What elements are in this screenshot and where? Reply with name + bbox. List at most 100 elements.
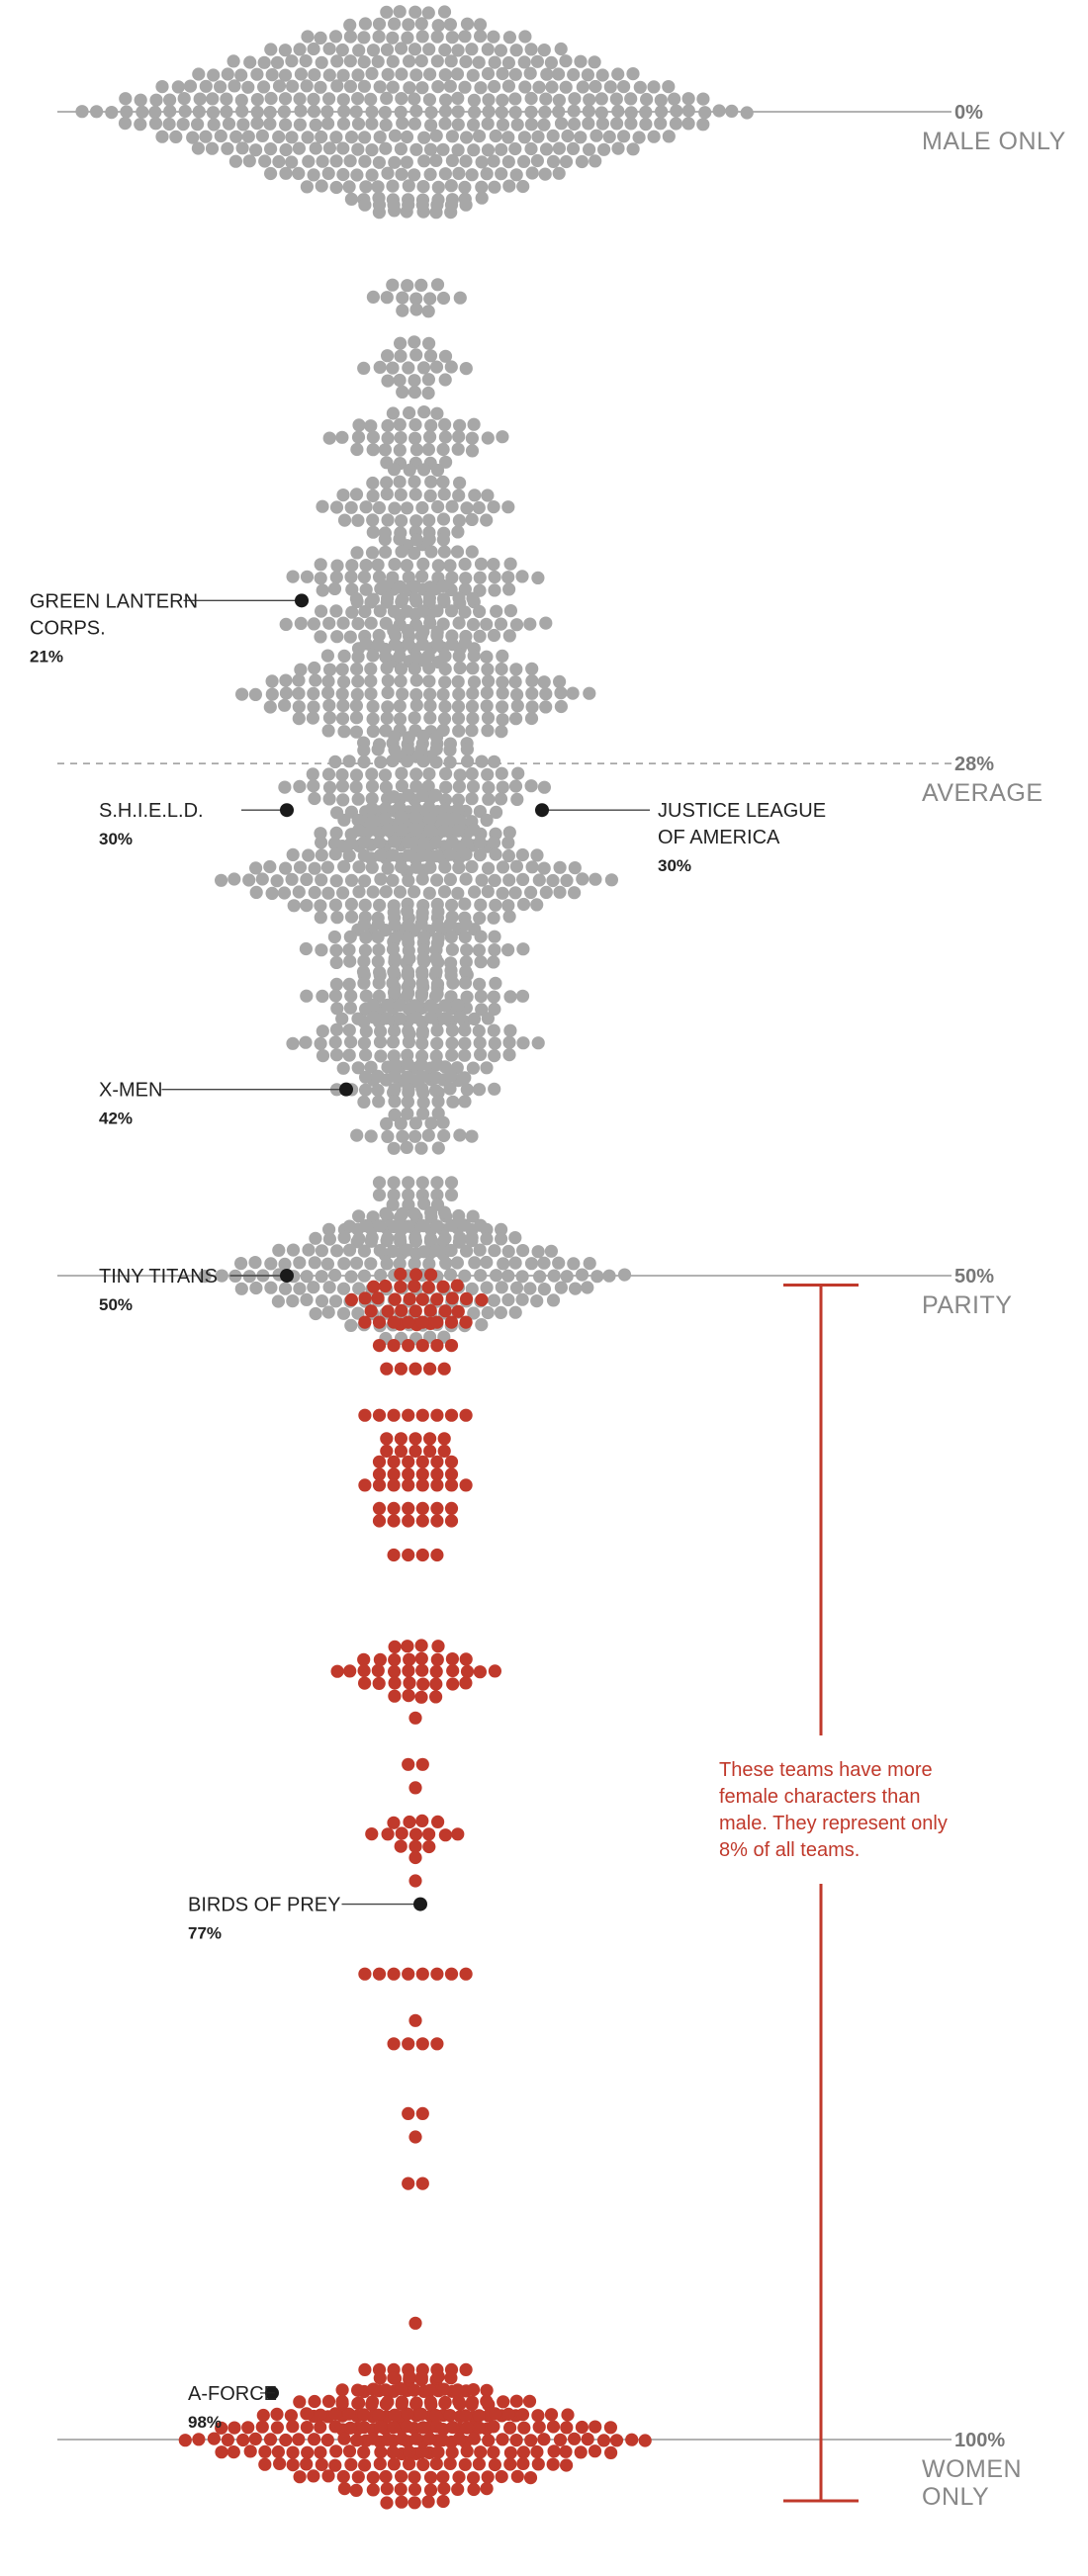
- male-majority-team-dot: [336, 93, 350, 107]
- male-majority-team-dot: [416, 1219, 430, 1233]
- male-majority-team-dot: [409, 68, 423, 82]
- male-majority-team-dot: [402, 361, 415, 375]
- female-majority-team-dot: [402, 1757, 415, 1771]
- male-majority-team-dot: [396, 823, 409, 837]
- male-majority-team-dot: [495, 766, 508, 780]
- male-majority-team-dot: [329, 154, 343, 168]
- male-majority-team-dot: [524, 43, 538, 56]
- female-majority-team-dot: [301, 2445, 315, 2459]
- male-majority-team-dot: [315, 1244, 328, 1258]
- male-majority-team-dot: [465, 1129, 479, 1143]
- male-majority-team-dot: [423, 292, 437, 306]
- male-majority-team-dot: [271, 1294, 285, 1308]
- male-majority-team-dot: [314, 630, 327, 644]
- male-majority-team-dot: [539, 142, 554, 156]
- male-majority-team-dot: [437, 545, 451, 559]
- male-majority-team-dot: [516, 942, 530, 956]
- male-majority-team-dot: [349, 780, 363, 794]
- male-majority-team-dot: [386, 278, 400, 292]
- male-majority-team-dot: [453, 1128, 467, 1142]
- male-majority-team-dot: [530, 1294, 544, 1308]
- male-majority-team-dot: [393, 885, 408, 899]
- male-majority-team-dot: [475, 873, 489, 887]
- male-majority-team-dot: [234, 68, 248, 82]
- female-majority-team-dot: [430, 1501, 444, 1515]
- female-majority-team-dot: [403, 2369, 416, 2384]
- male-majority-team-dot: [488, 570, 501, 584]
- male-majority-team-dot: [387, 463, 402, 477]
- male-majority-team-dot: [445, 942, 459, 956]
- male-majority-team-dot: [349, 488, 364, 501]
- male-majority-team-dot: [438, 1231, 452, 1245]
- female-majority-team-dot: [402, 1548, 415, 1562]
- male-majority-team-dot: [343, 930, 357, 944]
- female-majority-team-dot: [243, 2444, 257, 2458]
- male-majority-team-dot: [344, 1035, 358, 1049]
- male-majority-team-dot: [654, 117, 668, 131]
- male-majority-team-dot: [444, 1069, 458, 1083]
- male-majority-team-dot: [329, 131, 343, 144]
- male-majority-team-dot: [452, 779, 466, 794]
- male-majority-team-dot: [515, 570, 529, 583]
- female-majority-team-dot: [379, 2469, 393, 2484]
- male-majority-team-dot: [378, 106, 392, 120]
- male-majority-team-dot: [516, 179, 530, 194]
- male-majority-team-dot: [525, 860, 539, 874]
- female-majority-team-dot: [472, 2409, 486, 2423]
- male-majority-team-dot: [453, 814, 467, 828]
- male-majority-team-dot: [374, 1049, 388, 1063]
- male-majority-team-dot: [309, 673, 322, 687]
- male-majority-team-dot: [431, 932, 445, 945]
- female-majority-team-dot: [248, 2432, 262, 2445]
- male-majority-team-dot: [373, 965, 387, 979]
- male-majority-team-dot: [322, 780, 337, 794]
- male-majority-team-dot: [309, 141, 322, 155]
- male-majority-team-dot: [402, 919, 415, 933]
- team-pct-label: 77%: [188, 1924, 222, 1943]
- male-majority-team-dot: [322, 92, 336, 106]
- male-majority-team-dot: [494, 44, 507, 57]
- female-majority-team-dot: [394, 1267, 408, 1282]
- male-majority-team-dot: [401, 932, 414, 945]
- male-majority-team-dot: [583, 93, 596, 107]
- male-majority-team-dot: [372, 500, 386, 515]
- male-majority-team-dot: [394, 810, 408, 824]
- male-majority-team-dot: [299, 1035, 313, 1049]
- male-majority-team-dot: [272, 1243, 286, 1257]
- male-majority-team-dot: [532, 80, 546, 94]
- male-majority-team-dot: [503, 1023, 517, 1037]
- male-majority-team-dot: [402, 873, 415, 888]
- female-majority-team-dot: [638, 2434, 652, 2447]
- male-majority-team-dot: [437, 1128, 451, 1143]
- female-majority-team-dot: [415, 1814, 429, 1827]
- male-majority-team-dot: [487, 1293, 500, 1307]
- male-majority-team-dot: [487, 955, 500, 969]
- male-majority-team-dot: [590, 1270, 604, 1284]
- female-majority-team-dot: [559, 2444, 573, 2458]
- male-majority-team-dot: [488, 943, 501, 957]
- female-majority-team-dot: [509, 2434, 523, 2447]
- female-majority-team-dot: [480, 2383, 494, 2397]
- female-majority-team-dot: [336, 2469, 350, 2484]
- female-majority-team-dot: [415, 1455, 429, 1468]
- female-majority-team-dot: [372, 1455, 387, 1468]
- male-majority-team-dot: [344, 1318, 358, 1332]
- male-majority-team-dot: [357, 744, 371, 757]
- male-majority-team-dot: [503, 990, 517, 1004]
- male-majority-team-dot: [552, 1256, 566, 1270]
- male-majority-team-dot: [402, 18, 415, 32]
- female-majority-team-dot: [372, 1478, 387, 1492]
- male-majority-team-dot: [329, 180, 343, 195]
- male-majority-team-dot: [409, 823, 423, 837]
- male-majority-team-dot: [373, 848, 388, 862]
- note-text: male. They represent only: [719, 1813, 948, 1834]
- reference-label-backdrop: [952, 98, 1001, 126]
- male-majority-team-dot: [451, 793, 465, 807]
- male-majority-team-dot: [559, 80, 573, 94]
- female-majority-team-dot: [489, 2407, 502, 2421]
- male-majority-team-dot: [531, 571, 545, 585]
- male-majority-team-dot: [468, 489, 482, 502]
- male-majority-team-dot: [429, 836, 443, 850]
